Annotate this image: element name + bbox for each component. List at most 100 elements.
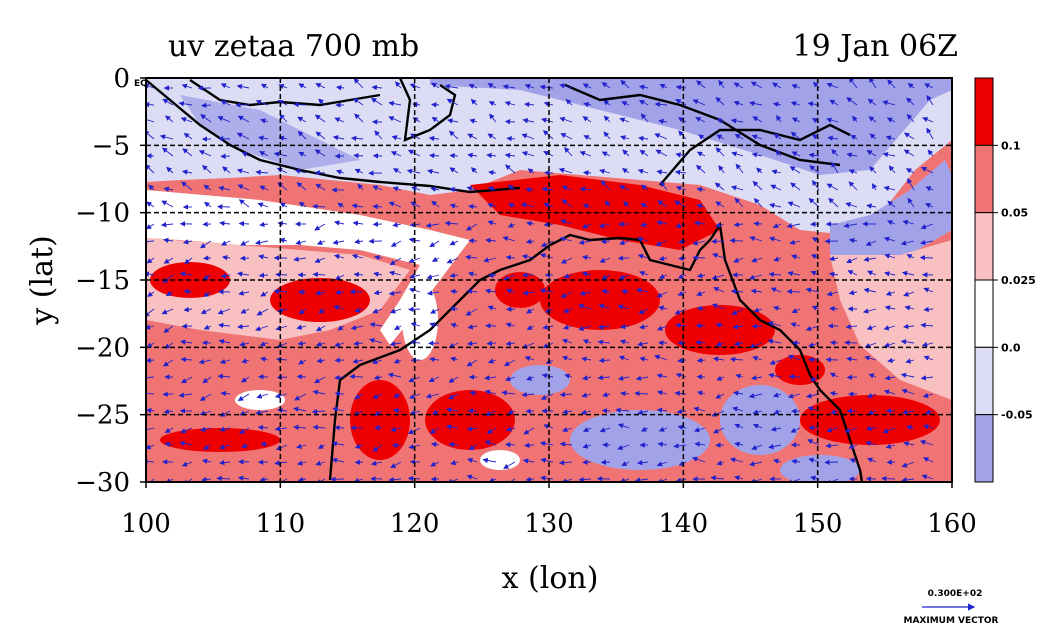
wind-vector — [147, 291, 155, 297]
wind-vector — [180, 117, 193, 123]
strong-positive-regions — [150, 175, 940, 460]
wind-vector — [656, 325, 668, 331]
wind-vector — [597, 339, 611, 345]
wind-vector — [579, 186, 592, 192]
wind-vector — [314, 149, 326, 157]
wind-vector — [790, 131, 801, 140]
wind-vector — [926, 127, 934, 140]
wind-vector — [146, 458, 155, 465]
wind-vector — [240, 240, 250, 246]
wind-vector — [565, 98, 573, 106]
wind-vector — [655, 240, 668, 247]
wind-vector — [751, 152, 763, 158]
wind-vector — [808, 457, 820, 463]
wind-vector — [831, 161, 839, 174]
wind-vector — [751, 134, 763, 140]
wind-vector — [371, 84, 383, 91]
wind-vector — [502, 84, 516, 90]
wind-vector — [730, 185, 744, 191]
wind-vector — [448, 441, 459, 448]
wind-vector — [183, 288, 193, 295]
wind-vector — [470, 167, 478, 174]
wind-vector — [390, 151, 402, 157]
wind-vector — [769, 359, 782, 365]
wind-vector — [466, 426, 478, 432]
wind-vector — [505, 426, 516, 432]
wind-vector — [826, 117, 839, 123]
wind-vector — [298, 359, 307, 365]
wind-vector — [372, 444, 383, 452]
wind-vector — [639, 324, 649, 330]
wind-vector — [902, 219, 915, 226]
wind-vector — [790, 427, 801, 433]
wind-vector — [406, 168, 421, 174]
wind-vector — [732, 406, 744, 412]
wind-vector — [582, 116, 592, 123]
wind-vector — [260, 291, 269, 297]
wind-vector — [391, 135, 402, 141]
wind-vector — [486, 427, 497, 434]
wind-vector — [505, 254, 516, 261]
wind-vector — [692, 240, 706, 246]
wind-vector — [619, 239, 630, 246]
wind-vector — [467, 324, 478, 330]
wind-vector — [866, 392, 877, 399]
wind-vector — [332, 406, 345, 413]
wind-vector — [539, 253, 554, 259]
wind-vector — [540, 240, 554, 247]
wind-vector — [753, 307, 763, 313]
wind-vector — [146, 116, 155, 123]
wind-vector — [846, 97, 858, 106]
wind-vector — [275, 356, 288, 363]
wind-vector — [219, 426, 231, 432]
wind-vector — [392, 168, 402, 174]
wind-vector — [483, 257, 497, 263]
wind-vector — [711, 274, 725, 280]
wind-vector — [539, 288, 554, 294]
wind-vector — [885, 443, 896, 449]
wind-vector — [354, 168, 364, 174]
wind-vector — [868, 373, 877, 379]
wind-vector — [791, 458, 801, 465]
wind-vector — [926, 94, 934, 106]
wind-vector — [885, 135, 896, 141]
wind-vector — [718, 79, 725, 89]
wind-vector — [848, 289, 858, 296]
wind-vector — [201, 458, 212, 464]
wind-vector — [183, 306, 193, 313]
wind-vector — [484, 440, 497, 446]
wind-vector — [486, 340, 497, 347]
wind-vector — [904, 305, 915, 311]
wind-vector — [560, 219, 573, 225]
wind-vector — [297, 476, 307, 482]
wind-vector — [640, 184, 649, 191]
wind-vector — [831, 148, 839, 157]
wind-vector — [658, 305, 668, 311]
wind-vector — [638, 99, 649, 106]
wind-vector — [581, 254, 592, 261]
wind-vector — [582, 459, 592, 465]
wind-vector — [505, 288, 516, 294]
wind-vector — [465, 223, 478, 231]
wind-vector — [256, 308, 269, 316]
wind-vector — [582, 375, 592, 381]
wind-vector — [845, 323, 858, 330]
wind-vector — [487, 83, 497, 89]
wind-vector — [449, 306, 459, 312]
wind-vector — [711, 303, 725, 310]
wind-vector — [237, 475, 250, 481]
wind-vector — [562, 409, 573, 415]
wind-vector — [734, 197, 744, 208]
wind-vector — [274, 393, 288, 399]
wind-vector — [844, 427, 858, 434]
wind-vector — [349, 373, 364, 380]
wind-vector — [315, 83, 326, 89]
wind-vector — [354, 443, 364, 449]
wind-vector — [848, 443, 858, 449]
wind-vector — [770, 184, 782, 191]
wind-vector — [560, 257, 573, 264]
wind-vector — [866, 150, 877, 157]
wind-vector — [334, 390, 345, 397]
wind-vector — [729, 237, 744, 244]
wind-vector — [559, 83, 573, 89]
